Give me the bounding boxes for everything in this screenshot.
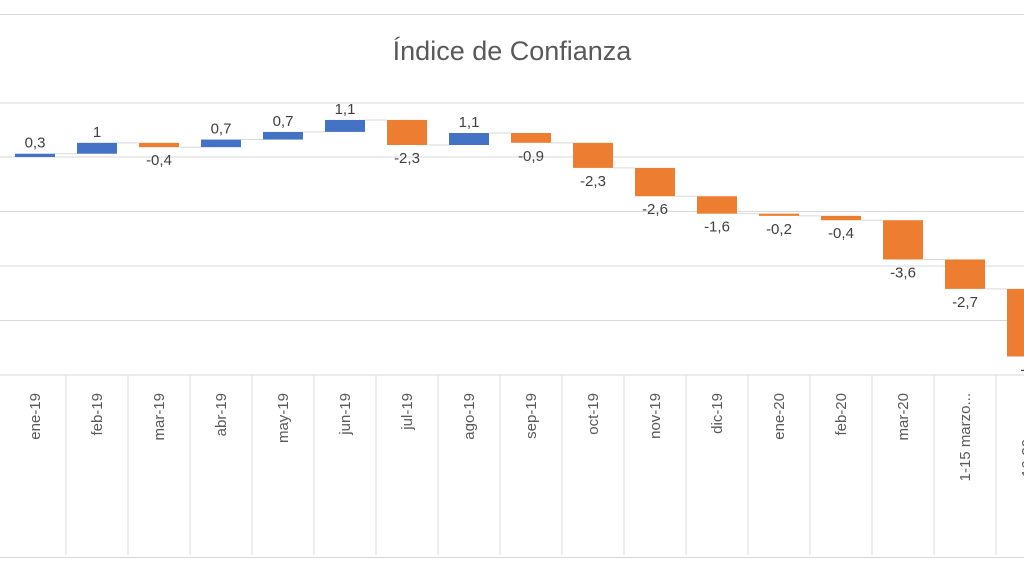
x-tick-label: jun-19 [337, 393, 354, 436]
waterfall-bar [201, 139, 241, 148]
chart-title: Índice de Confianza [392, 36, 632, 66]
data-label: -0,2 [766, 221, 792, 238]
waterfall-bar [139, 142, 179, 148]
waterfall-bar [387, 119, 427, 146]
data-label: -0,4 [828, 225, 854, 242]
data-label: 1,1 [335, 101, 356, 118]
data-label: 0,7 [211, 121, 232, 138]
x-tick-label: feb-20 [833, 393, 850, 436]
data-label: -3,6 [890, 264, 916, 281]
x-tick-label: oct-19 [585, 393, 602, 435]
data-label: -2,7 [952, 294, 978, 311]
data-label: -2,3 [394, 150, 420, 167]
waterfall-bar [697, 196, 737, 214]
waterfall-bar [325, 119, 365, 132]
x-tick-label: may-19 [275, 393, 292, 443]
data-label: 0,3 [25, 135, 46, 152]
waterfall-bar [635, 167, 675, 197]
data-label: -6 [1020, 361, 1024, 378]
data-label: -2,3 [580, 173, 606, 190]
chart-frame [0, 14, 1024, 558]
x-tick-label: ene-19 [27, 393, 44, 440]
data-label: 1 [93, 124, 101, 141]
waterfall-bar [77, 142, 117, 154]
data-label: -1,6 [704, 219, 730, 236]
x-tick-label: abr-19 [213, 393, 230, 436]
x-tick-label: mar-20 [895, 393, 912, 441]
data-label: -0,9 [518, 148, 544, 165]
waterfall-bar [1007, 288, 1024, 357]
x-tick-label: jul-19 [399, 393, 416, 431]
x-tick-label: 16-30 marzo [1019, 393, 1024, 477]
waterfall-bar [449, 133, 489, 146]
waterfall-bar [15, 153, 55, 157]
x-tick-label: feb-19 [89, 393, 106, 436]
waterfall-bar [511, 133, 551, 143]
waterfall-bar [883, 220, 923, 260]
data-label: -2,6 [642, 201, 668, 218]
x-tick-label: sep-19 [523, 393, 540, 439]
x-tick-label: ago-19 [461, 393, 478, 440]
waterfall-bar [573, 142, 613, 168]
data-label: 1,1 [459, 114, 480, 131]
data-label: 0,7 [273, 113, 294, 130]
waterfall-bar [263, 131, 303, 140]
waterfall-bar [945, 259, 985, 289]
x-tick-label: dic-19 [709, 393, 726, 434]
waterfall-bar [759, 213, 799, 216]
x-tick-label: mar-19 [151, 393, 168, 441]
data-label: -0,4 [146, 152, 172, 169]
x-tick-label: ene-20 [771, 393, 788, 440]
x-tick-label: 1-15 marzo... [957, 393, 974, 481]
waterfall-bar [821, 215, 861, 221]
x-tick-label: nov-19 [647, 393, 664, 439]
